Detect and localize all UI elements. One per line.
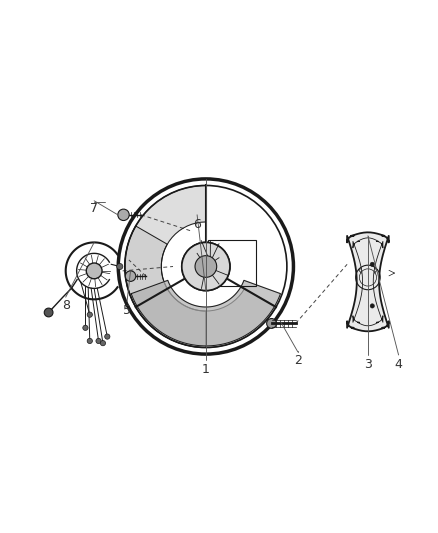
Polygon shape bbox=[125, 226, 206, 348]
Text: 3: 3 bbox=[364, 359, 372, 372]
Circle shape bbox=[267, 319, 276, 328]
Circle shape bbox=[118, 209, 129, 221]
Polygon shape bbox=[125, 185, 276, 348]
Polygon shape bbox=[131, 280, 280, 346]
Polygon shape bbox=[347, 232, 389, 332]
Circle shape bbox=[105, 334, 110, 339]
Circle shape bbox=[44, 308, 53, 317]
Text: 1: 1 bbox=[202, 363, 210, 376]
Circle shape bbox=[100, 341, 106, 346]
Text: 8: 8 bbox=[62, 300, 70, 312]
Circle shape bbox=[87, 338, 92, 344]
Circle shape bbox=[117, 263, 123, 270]
Circle shape bbox=[182, 243, 230, 290]
Circle shape bbox=[96, 338, 101, 344]
Circle shape bbox=[83, 325, 88, 330]
Text: 2: 2 bbox=[294, 354, 302, 367]
Circle shape bbox=[195, 256, 217, 277]
Circle shape bbox=[370, 304, 374, 308]
Text: 7: 7 bbox=[90, 201, 98, 215]
Circle shape bbox=[125, 271, 136, 281]
Circle shape bbox=[370, 262, 374, 266]
Text: 5: 5 bbox=[123, 304, 131, 317]
Text: 6: 6 bbox=[193, 219, 201, 231]
Circle shape bbox=[86, 263, 102, 279]
Circle shape bbox=[87, 312, 92, 317]
Text: 4: 4 bbox=[395, 359, 403, 372]
